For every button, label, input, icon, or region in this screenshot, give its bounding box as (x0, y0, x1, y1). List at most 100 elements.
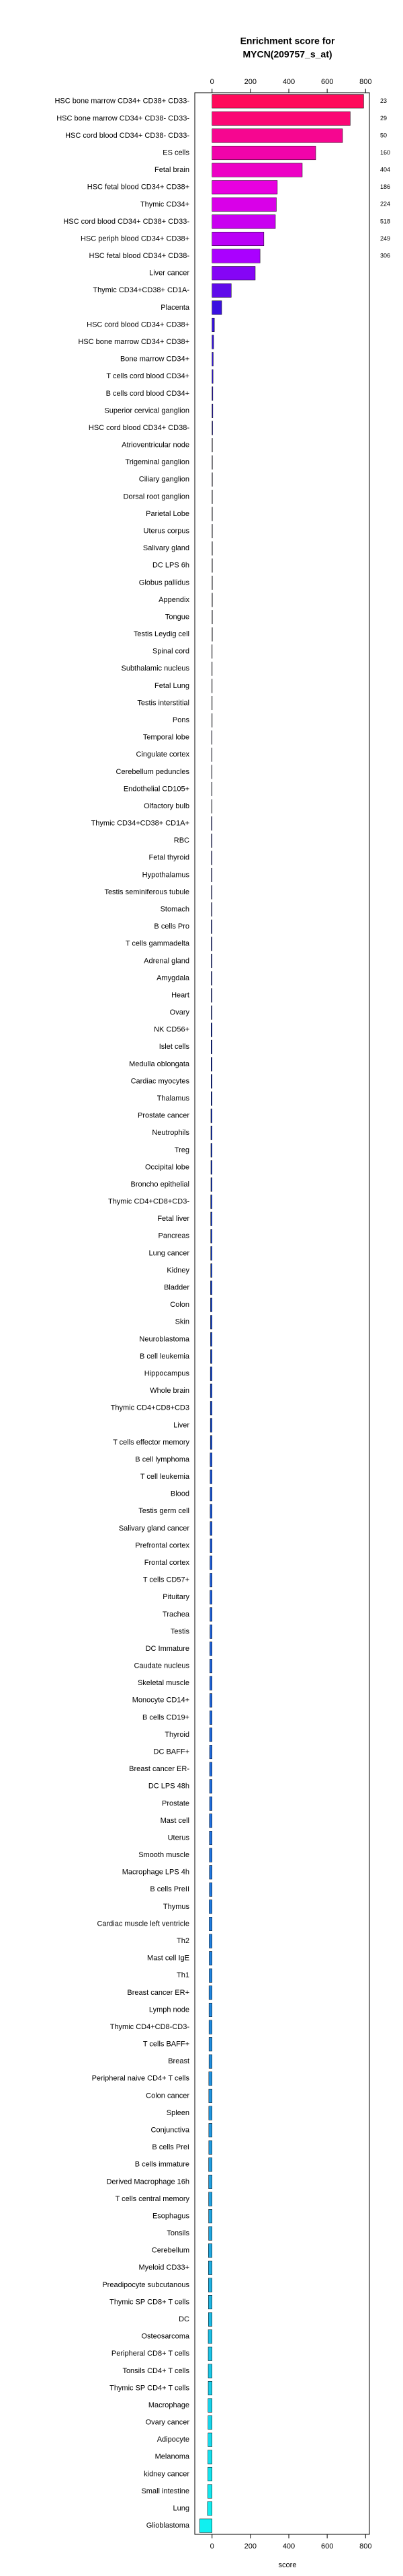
bar (208, 2278, 212, 2292)
annotation: 160 (380, 149, 390, 156)
category-label: Cingulate cortex (136, 750, 190, 759)
category-label: Endothelial CD105+ (124, 785, 189, 793)
bar (210, 1538, 212, 1553)
bar (212, 403, 214, 418)
category-label: Myeloid CD33+ (138, 2264, 189, 2272)
category-label: Melanoma (155, 2453, 190, 2461)
bar (212, 610, 213, 625)
category-label: B cells immature (135, 2161, 189, 2169)
category-label: Thymic CD4+CD8-CD3- (110, 2023, 190, 2031)
x-tick-label: 800 (359, 78, 371, 86)
category-label: Testis interstitial (137, 699, 189, 707)
bar (212, 317, 215, 332)
bar (211, 1039, 212, 1054)
bar (210, 1125, 212, 1140)
category-label: Th2 (177, 1937, 189, 1945)
x-tick-label: 800 (359, 2542, 371, 2550)
category-label: T cells BAFF+ (143, 2041, 189, 2049)
category-label: Th1 (177, 1971, 189, 1979)
chart-title: MYCN(209757_s_at) (242, 49, 332, 60)
category-label: Neuroblastoma (139, 1335, 189, 1343)
bar (209, 1882, 212, 1897)
x-tick-label: 600 (321, 2542, 333, 2550)
bar (210, 1710, 212, 1725)
bar (210, 1263, 212, 1278)
category-label: B cells cord blood CD34+ (106, 390, 189, 398)
bar (212, 575, 213, 590)
category-label: Hippocampus (144, 1369, 190, 1377)
bar (212, 541, 213, 556)
category-label: Adipocyte (157, 2436, 189, 2444)
category-label: Thalamus (157, 1094, 190, 1103)
category-label: Mast cell (161, 1817, 189, 1825)
x-tick-label: 400 (283, 2542, 295, 2550)
bar (208, 2398, 212, 2413)
category-label: T cells cord blood CD34+ (106, 372, 189, 380)
category-label: Amygdala (156, 974, 190, 982)
bar (208, 2260, 212, 2275)
category-label: Hypothalamus (142, 871, 190, 879)
bar (210, 1659, 212, 1674)
category-label: Testis seminiferous tubule (104, 888, 189, 896)
bar (208, 2020, 212, 2034)
bar (210, 1590, 212, 1604)
bar (208, 2364, 212, 2378)
annotation: 23 (380, 97, 387, 104)
bar (212, 455, 213, 470)
bar (208, 2432, 212, 2447)
bar (208, 2192, 212, 2206)
bar (210, 1607, 212, 1622)
annotation: 224 (380, 201, 390, 208)
bar (208, 2226, 212, 2241)
bar (208, 2002, 212, 2017)
category-label: B cell leukemia (140, 1353, 190, 1361)
bar (208, 2312, 212, 2327)
bar (212, 507, 213, 521)
category-label: Derived Macrophage 16h (106, 2178, 189, 2186)
bar (212, 214, 276, 229)
category-label: NK CD56+ (154, 1026, 189, 1034)
bar (211, 1091, 212, 1106)
category-label: Subthalamic nucleus (121, 664, 189, 673)
category-label: Uterus (168, 1834, 190, 1842)
bar (210, 1315, 212, 1330)
bar (210, 1624, 212, 1639)
category-label: Macrophage LPS 4h (122, 1869, 189, 1877)
category-label: HSC fetal blood CD34+ CD38- (89, 252, 190, 260)
category-label: Tonsils CD4+ T cells (122, 2367, 189, 2375)
x-tick-label: 600 (321, 78, 333, 86)
bar (210, 1246, 212, 1260)
category-label: Caudate nucleus (134, 1662, 189, 1670)
category-label: Pons (173, 716, 190, 724)
bar (208, 2123, 212, 2138)
bar (208, 2037, 212, 2052)
bar (210, 1160, 212, 1174)
bar (208, 2450, 212, 2464)
bar (210, 1693, 212, 1708)
category-label: Cardiac myocytes (131, 1077, 190, 1085)
category-label: DC LPS 48h (148, 1783, 189, 1791)
category-label: Medulla oblongata (129, 1060, 190, 1068)
bar (210, 1453, 212, 1467)
category-label: Thymus (163, 1903, 190, 1911)
category-label: Cerebellum peduncles (116, 768, 190, 776)
category-label: Prostate cancer (138, 1112, 189, 1120)
category-label: Lung (173, 2505, 189, 2513)
category-label: RBC (174, 836, 189, 845)
x-tick-label: 200 (244, 78, 257, 86)
category-label: DC BAFF+ (154, 1748, 189, 1756)
category-label: Colon cancer (146, 2092, 189, 2100)
category-label: Colon (170, 1301, 189, 1309)
bar (208, 2415, 212, 2430)
bar (210, 1211, 212, 1226)
category-label: Pancreas (159, 1232, 190, 1240)
bar (210, 1281, 212, 1295)
bar (208, 2071, 212, 2086)
bar (208, 2295, 212, 2310)
category-label: Thymic CD34+ (140, 200, 189, 208)
x-tick-label: 0 (210, 2542, 214, 2550)
category-label: Prostate (162, 1799, 189, 1807)
category-label: HSC cord blood CD34+ CD38- CD33- (65, 132, 189, 140)
bar (210, 1521, 212, 1536)
